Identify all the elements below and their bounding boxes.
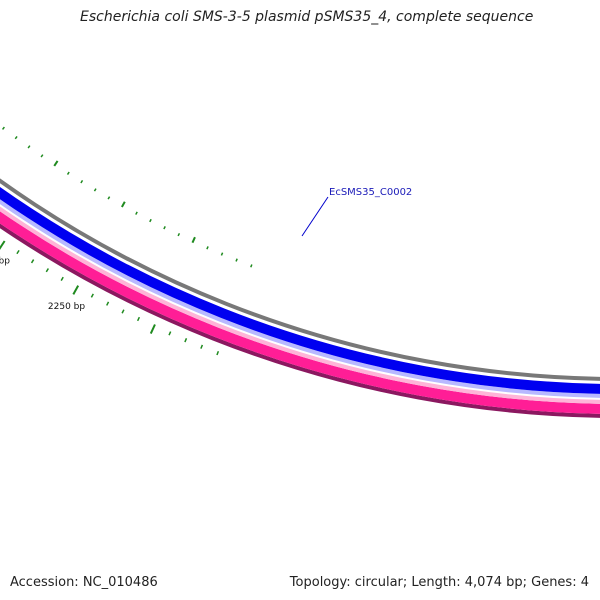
inner-bp-tick: [66, 171, 70, 175]
gene-labels: EcSMS35_C0002: [301, 187, 412, 237]
inner-bp-tick: [40, 154, 44, 158]
inner-bp-tick: [177, 232, 181, 237]
inner-bp-tick: [121, 201, 126, 208]
bp-tick: [121, 309, 125, 314]
inner-bp-tick: [53, 160, 59, 167]
bp-ticks: [0, 126, 253, 356]
inner-bp-tick: [14, 135, 18, 140]
bp-tick: [216, 350, 220, 356]
bp-tick: [168, 331, 172, 336]
map-title: Escherichia coli SMS-3-5 plasmid pSMS35_…: [78, 9, 536, 25]
accession-label: Accession: NC_010486: [10, 575, 158, 590]
bp-tick: [16, 249, 20, 255]
inner-bp-tick: [220, 252, 224, 256]
bp-tick: [149, 324, 156, 334]
bp-tick: [45, 268, 49, 273]
bp-tick: [0, 240, 6, 250]
bp-tick: [106, 301, 110, 306]
bp-tick: [72, 285, 80, 295]
bp-tick: [90, 293, 94, 298]
inner-bp-tick: [135, 211, 138, 215]
inner-bp-tick: [191, 236, 196, 244]
inner-bp-tick: [163, 226, 166, 230]
gene-label-group[interactable]: EcSMS35_C0002: [301, 187, 412, 237]
inner-bp-tick: [27, 145, 31, 149]
inner-bp-tick: [93, 188, 97, 192]
bp-tick: [200, 344, 204, 349]
inner-bp-tick: [250, 264, 253, 268]
bp-tick-label: 2250 bp: [48, 302, 85, 312]
bp-tick-labels: 2600 bp2550 bp2500 bp2450 bp2400 bp2350 …: [0, 257, 85, 313]
bp-tick: [60, 276, 64, 282]
summary-label: Topology: circular; Length: 4,074 bp; Ge…: [289, 575, 589, 590]
plasmid-rings: [0, 178, 600, 418]
gene-label[interactable]: EcSMS35_C0002: [329, 187, 412, 198]
bp-tick: [136, 316, 141, 322]
backbone-ring: [0, 178, 600, 381]
inner-bp-tick: [107, 196, 111, 200]
gene-leader-line: [301, 196, 329, 237]
inner-bp-tick: [149, 218, 152, 223]
bp-tick-label: 2300 bp: [0, 257, 10, 267]
inner-bp-tick: [1, 126, 5, 130]
bp-tick: [30, 259, 35, 264]
inner-bp-tick: [206, 246, 209, 250]
bp-tick: [184, 338, 188, 343]
inner-bp-tick: [80, 180, 84, 184]
inner-bp-tick: [235, 258, 238, 262]
